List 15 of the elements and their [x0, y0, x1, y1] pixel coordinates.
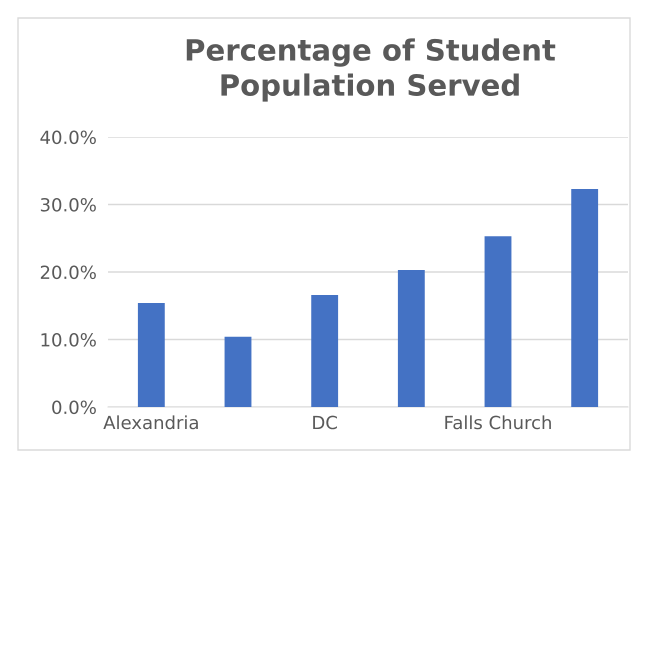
bar	[571, 188, 598, 407]
x-tick-label: Alexandria	[103, 415, 198, 430]
y-tick-label: 40.0%	[40, 130, 96, 144]
bar	[138, 303, 165, 407]
y-tick-label: 10.0%	[42, 332, 96, 347]
y-tick-label: 30.0%	[40, 198, 96, 212]
x-tick-label: DC	[313, 416, 337, 430]
bar	[311, 294, 338, 407]
y-tick-label: 20.0%	[40, 265, 96, 280]
chart-title: Percentage of Student Population Served	[186, 38, 556, 102]
bar	[398, 270, 425, 407]
bar	[484, 236, 512, 407]
x-tick-label: Falls Church	[445, 415, 551, 430]
bar	[224, 336, 252, 407]
y-tick-label: 0.0%	[52, 400, 96, 414]
